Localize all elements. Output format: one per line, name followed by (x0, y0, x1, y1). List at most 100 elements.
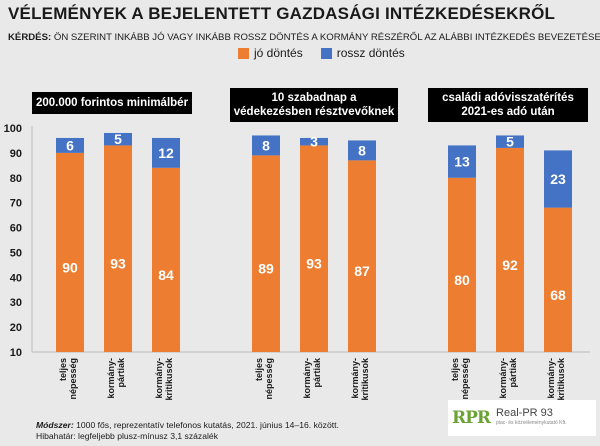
data-label-good: 80 (454, 272, 470, 288)
category-label-line: pártiak (116, 357, 126, 388)
category-label-line: kritikusok (556, 357, 566, 401)
question-text: KÉRDÉS: ÖN SZERINT INKÁBB JÓ VAGY INKÁBB… (8, 32, 600, 43)
data-label-good: 87 (354, 263, 370, 279)
category-label-line: népesség (264, 358, 274, 400)
method-text: 1000 fős, reprezentatív telefonos kutatá… (73, 420, 339, 430)
bar-good (56, 152, 84, 352)
data-label-bad: 23 (550, 171, 566, 187)
group-label-minimum-wage: 200.000 forintos minimálbér (32, 92, 192, 114)
data-label-good: 68 (550, 287, 566, 303)
legend-item-good: jó döntés (238, 46, 303, 60)
group-label-days-off-line1: 10 szabadnap a védekezésben résztvevőknek (233, 92, 395, 118)
group-label-tax-refund: családi adóvisszatérítés 2021-es adó után (428, 88, 588, 122)
category-label: kormány-pártiak (498, 357, 518, 399)
bar-good (496, 147, 524, 352)
data-label-bad: 13 (454, 154, 470, 170)
y-tick-label: 30 (10, 297, 22, 309)
category-label-line: teljes (254, 358, 264, 381)
data-label-bad: 8 (262, 137, 270, 153)
data-label-good: 89 (258, 261, 274, 277)
bar-bad (56, 137, 84, 153)
bar-good (448, 177, 476, 352)
bar-bad (544, 150, 572, 208)
question-body: ÖN SZERINT INKÁBB JÓ VAGY INKÁBB ROSSZ D… (51, 32, 600, 43)
data-label-bad: 8 (358, 142, 366, 158)
bar-bad (348, 140, 376, 161)
question-label: KÉRDÉS: (8, 32, 52, 43)
bar-bad (152, 137, 180, 168)
error-margin-line: Hibahatár: legfeljebb plusz-mínusz 3,1 s… (36, 431, 218, 441)
group-label-tax-refund-line1: családi adóvisszatérítés 2021-es adó után (442, 92, 574, 118)
y-tick-label: 80 (10, 173, 22, 185)
bar-good (348, 160, 376, 352)
category-label-line: pártiak (508, 357, 518, 388)
logo-subtitle: piac- és közvéleménykutató Kft. (496, 420, 567, 426)
data-label-good: 93 (110, 256, 126, 272)
method-note: Módszer: 1000 fős, reprezentatív telefon… (36, 420, 339, 442)
bar-good (252, 155, 280, 352)
logo-mark: RPR (452, 408, 491, 428)
bar-bad (448, 145, 476, 178)
category-label: kormány-kritikusok (546, 357, 566, 401)
bar-good (300, 145, 328, 352)
category-label: teljesnépesség (58, 358, 78, 400)
category-label-line: teljes (58, 358, 68, 381)
category-label-line: kormány- (546, 358, 556, 399)
logo-name: Real-PR 93 (496, 407, 553, 419)
category-label: teljesnépesség (254, 358, 274, 400)
category-label: kormány-kritikusok (350, 357, 370, 401)
data-label-bad: 6 (66, 137, 74, 153)
data-label-good: 90 (62, 259, 78, 275)
y-tick-label: 100 (4, 123, 22, 135)
y-tick-label: 20 (10, 322, 22, 334)
y-tick-label: 10 (10, 347, 22, 359)
data-label-good: 93 (306, 256, 322, 272)
category-label-line: kormány- (498, 358, 508, 399)
legend-swatch-good (238, 47, 249, 59)
category-label-line: kormány- (302, 358, 312, 399)
bar-good (544, 207, 572, 352)
data-label-good: 92 (502, 257, 518, 273)
y-tick-label: 50 (10, 247, 22, 259)
legend-label-bad: rossz döntés (336, 46, 405, 60)
logo-text: Real-PR 93 piac- és közvéleménykutató Kf… (496, 408, 567, 428)
category-label-line: kormány- (154, 358, 164, 399)
chart-title: VÉLEMÉNYEK A BEJELENTETT GAZDASÁGI INTÉZ… (8, 4, 556, 23)
y-tick-label: 60 (10, 223, 22, 235)
category-label: teljesnépesség (450, 358, 470, 400)
category-label-line: pártiak (312, 357, 322, 388)
category-label: kormány-pártiak (106, 357, 126, 399)
bar-bad (496, 135, 524, 148)
company-logo: RPR Real-PR 93 piac- és közvéleménykutat… (448, 400, 596, 436)
data-label-good: 84 (158, 267, 174, 283)
bar-bad (104, 132, 132, 146)
category-label-line: kritikusok (164, 357, 174, 401)
bar-bad (300, 137, 328, 146)
y-tick-label: 40 (10, 272, 22, 284)
data-label-bad: 3 (310, 134, 318, 150)
category-label-line: kormány- (350, 358, 360, 399)
legend: jó döntés rossz döntés (238, 46, 423, 60)
y-tick-label: 90 (10, 148, 22, 160)
bar-good (104, 145, 132, 352)
category-label: kormány-kritikusok (154, 357, 174, 401)
category-label: kormány-pártiak (302, 357, 322, 399)
category-label-line: népesség (460, 358, 470, 400)
data-label-bad: 5 (114, 131, 122, 147)
group-label-days-off: 10 szabadnap a védekezésben résztvevőknek (230, 88, 398, 122)
method-label: Módszer: (36, 420, 74, 430)
category-label-line: népesség (68, 358, 78, 400)
legend-label-good: jó döntés (254, 46, 303, 60)
category-label-line: teljes (450, 358, 460, 381)
category-label-line: kritikusok (360, 357, 370, 401)
category-label-line: kormány- (106, 358, 116, 399)
legend-swatch-bad (320, 47, 332, 59)
y-tick-label: 70 (10, 198, 22, 210)
legend-item-bad: rossz döntés (320, 46, 405, 60)
data-label-bad: 5 (506, 134, 514, 150)
bar-good (152, 167, 180, 352)
method-line: Módszer: 1000 fős, reprezentatív telefon… (36, 420, 339, 431)
bar-bad (252, 135, 280, 156)
data-label-bad: 12 (158, 145, 174, 161)
